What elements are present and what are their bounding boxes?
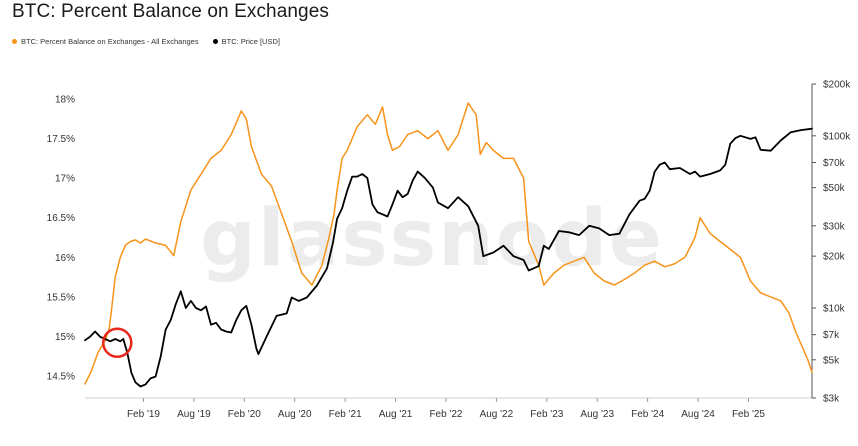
right-tick-label: $200k [823,80,851,91]
x-tick-label: Feb '20 [228,409,261,420]
right-tick-label: $10k [823,303,846,314]
x-tick-label: Aug '24 [681,409,715,420]
annotation-circle [102,327,133,359]
left-tick-label: 17.5% [47,134,75,145]
right-tick-label: $100k [823,131,851,142]
legend-item-exchange-balance[interactable]: BTC: Percent Balance on Exchanges - All … [12,37,199,46]
x-tick-label: Feb '22 [429,409,462,420]
right-axis: $200k $100k $70k $50k $30k $20k $10k $7k $5k $3k [812,80,851,405]
legend-label-price: BTC: Price [USD] [221,37,280,46]
left-tick-label: 15% [55,332,75,343]
right-tick-label: $7k [823,330,840,341]
legend-dot-black-icon [212,39,218,44]
x-tick-label: Aug '19 [177,409,211,420]
left-axis: 18% 17.5% 17% 16.5% 16% 15.5% 15% 14.5% [47,95,75,383]
right-tick-label: $5k [823,355,840,366]
left-tick-label: 16.5% [47,213,75,224]
legend-dot-orange-icon [12,39,17,44]
x-tick-label: Aug '22 [480,409,514,420]
x-tick-label: Feb '25 [732,409,765,420]
x-tick-label: Aug '21 [379,409,413,420]
legend: BTC: Percent Balance on Exchanges - All … [12,37,280,46]
right-tick-label: $20k [823,252,846,263]
series-line-exchange-balance [84,102,813,385]
series-line-price [84,127,813,388]
x-tick-label: Feb '23 [530,409,563,420]
x-tick-label: Feb '19 [127,409,160,420]
left-tick-label: 15.5% [47,292,75,303]
legend-label-exchange-balance: BTC: Percent Balance on Exchanges - All … [21,37,199,46]
left-tick-label: 14.5% [47,372,75,383]
x-axis: Feb '19 Aug '19 Feb '20 Aug '20 Feb '21 Aug '… [127,398,765,420]
right-tick-label: $3k [823,394,840,405]
x-tick-label: Feb '24 [631,409,664,420]
x-tick-label: Feb '21 [329,409,362,420]
left-tick-label: 17% [55,174,75,185]
x-tick-label: Aug '20 [278,409,312,420]
right-tick-label: $50k [823,183,846,194]
right-tick-label: $70k [823,158,846,169]
chart-title: BTC: Percent Balance on Exchanges [12,1,329,22]
left-tick-label: 18% [55,95,75,106]
watermark: glassnode [200,194,664,284]
x-tick-label: Aug '23 [580,409,614,420]
series-layer [84,102,813,388]
annotation-layer [102,327,133,359]
left-tick-label: 16% [55,253,75,264]
right-tick-label: $30k [823,221,846,232]
legend-item-price[interactable]: BTC: Price [USD] [212,37,280,46]
